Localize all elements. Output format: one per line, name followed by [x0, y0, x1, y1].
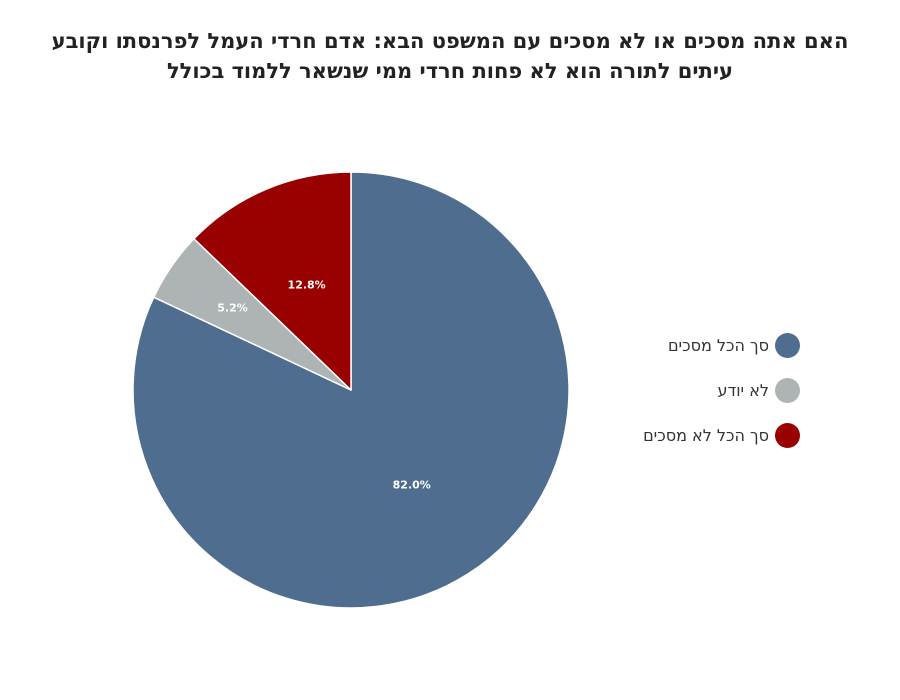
legend-label-dont-know: לא יודע [717, 380, 769, 400]
chart-title-line-1: האם אתה מסכים או לא מסכים עם המשפט הבא: … [51, 29, 849, 53]
legend-label-agree: סך הכל מסכים [667, 335, 769, 355]
data-label-agree: 82.0% [393, 479, 431, 492]
chart-legend: סך הכל מסכים לא יודע סך הכל לא מסכים [643, 332, 800, 467]
legend-swatch-disagree [775, 422, 800, 448]
chart-title-line-2: עיתים לתורה הוא לא פחות חרדי ממי שנשאר ל… [166, 59, 734, 83]
legend-swatch-agree [775, 332, 800, 358]
data-label-dont-know: 5.2% [217, 301, 248, 314]
legend-label-disagree: סך הכל לא מסכים [643, 425, 769, 445]
legend-swatch-dont-know [775, 377, 800, 403]
legend-item-dont-know[interactable]: לא יודע [643, 377, 800, 403]
legend-item-agree[interactable]: סך הכל מסכים [643, 332, 800, 358]
chart-title: האם אתה מסכים או לא מסכים עם המשפט הבא: … [30, 26, 870, 86]
pie-slice-disagree[interactable] [193, 171, 352, 391]
data-label-disagree: 12.8% [288, 279, 326, 292]
legend-item-disagree[interactable]: סך הכל לא מסכים [643, 422, 800, 448]
